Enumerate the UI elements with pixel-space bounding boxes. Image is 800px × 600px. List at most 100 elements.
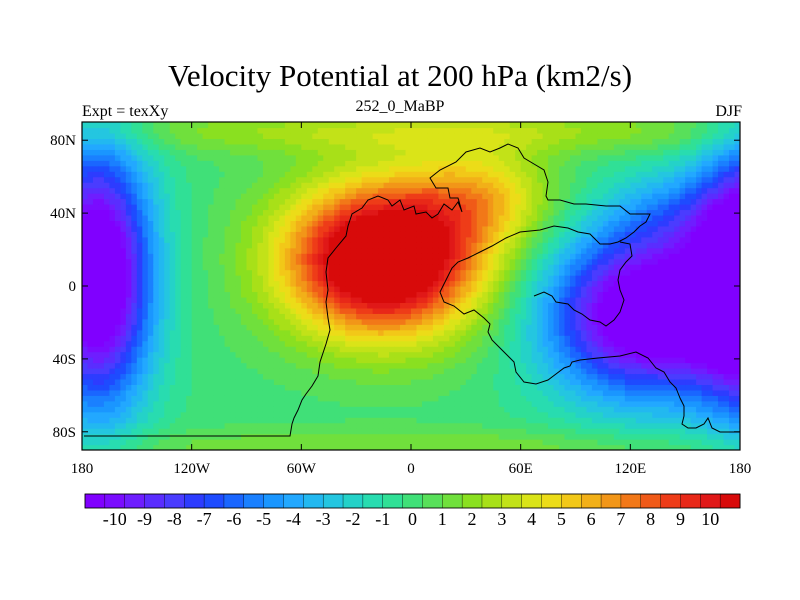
field-cell bbox=[219, 138, 226, 145]
field-cell bbox=[213, 280, 220, 287]
field-cell bbox=[367, 149, 374, 156]
field-cell bbox=[432, 214, 440, 221]
field-cell bbox=[109, 231, 116, 238]
field-cell bbox=[400, 368, 407, 375]
field-cell bbox=[454, 154, 461, 161]
field-cell bbox=[213, 411, 220, 418]
field-cell bbox=[476, 193, 483, 200]
field-cell bbox=[454, 307, 461, 314]
field-cell bbox=[92, 329, 100, 336]
field-cell bbox=[219, 291, 226, 298]
field-cell bbox=[109, 253, 116, 260]
field-cell bbox=[427, 225, 434, 232]
field-cell bbox=[208, 346, 215, 353]
field-cell bbox=[158, 269, 165, 276]
field-cell bbox=[312, 258, 319, 265]
field-cell bbox=[389, 280, 396, 287]
field-cell bbox=[114, 340, 121, 347]
field-cell bbox=[197, 264, 204, 271]
field-cell bbox=[224, 335, 231, 342]
field-cell bbox=[317, 176, 324, 183]
field-cell bbox=[125, 324, 132, 331]
field-cell bbox=[416, 171, 423, 178]
field-cell bbox=[328, 160, 335, 167]
field-cell bbox=[120, 302, 127, 309]
field-cell bbox=[427, 324, 434, 331]
field-cell bbox=[158, 275, 165, 282]
field-cell bbox=[213, 204, 220, 211]
field-cell bbox=[262, 143, 270, 150]
field-cell bbox=[487, 291, 494, 298]
field-cell bbox=[526, 351, 533, 358]
field-cell bbox=[350, 368, 357, 375]
field-cell bbox=[438, 428, 445, 435]
field-cell bbox=[487, 122, 494, 129]
field-cell bbox=[136, 400, 143, 407]
field-cell bbox=[378, 280, 385, 287]
field-cell bbox=[361, 253, 368, 260]
field-cell bbox=[460, 389, 467, 396]
field-cell bbox=[147, 389, 154, 396]
field-cell bbox=[142, 329, 149, 336]
field-cell bbox=[400, 198, 407, 205]
field-cell bbox=[421, 122, 429, 129]
field-cell bbox=[367, 132, 374, 139]
field-cell bbox=[186, 428, 193, 435]
field-cell bbox=[526, 286, 533, 293]
field-cell bbox=[213, 346, 220, 353]
field-cell bbox=[208, 154, 215, 161]
field-cell bbox=[345, 132, 352, 139]
field-cell bbox=[131, 417, 138, 424]
field-cell bbox=[290, 357, 297, 364]
field-cell bbox=[125, 389, 132, 396]
field-cell bbox=[356, 236, 363, 243]
field-cell bbox=[235, 296, 242, 303]
field-cell bbox=[493, 357, 500, 364]
field-cell bbox=[306, 182, 313, 189]
field-cell bbox=[509, 286, 516, 293]
field-cell bbox=[312, 318, 319, 325]
field-cell bbox=[356, 357, 363, 364]
field-cell bbox=[290, 253, 297, 260]
field-cell bbox=[175, 428, 182, 435]
field-cell bbox=[290, 433, 297, 440]
field-cell bbox=[131, 242, 138, 249]
field-cell bbox=[175, 280, 182, 287]
field-cell bbox=[92, 378, 100, 385]
field-cell bbox=[443, 302, 450, 309]
field-cell bbox=[460, 275, 467, 282]
field-cell bbox=[103, 329, 111, 336]
field-cell bbox=[454, 444, 461, 450]
field-cell bbox=[345, 417, 352, 424]
field-cell bbox=[432, 406, 440, 413]
field-cell bbox=[180, 269, 187, 276]
field-cell bbox=[383, 313, 390, 320]
field-cell bbox=[427, 368, 434, 375]
field-cell bbox=[356, 318, 363, 325]
field-cell bbox=[438, 439, 445, 446]
field-cell bbox=[246, 160, 253, 167]
field-cell bbox=[235, 286, 242, 293]
field-cell bbox=[180, 198, 187, 205]
field-cell bbox=[421, 143, 429, 150]
field-cell bbox=[421, 378, 429, 385]
field-cell bbox=[498, 329, 505, 336]
field-cell bbox=[454, 122, 461, 129]
field-cell bbox=[465, 122, 472, 129]
field-cell bbox=[449, 286, 456, 293]
field-cell bbox=[411, 209, 418, 216]
field-cell bbox=[235, 143, 242, 150]
field-cell bbox=[125, 368, 132, 375]
field-cell bbox=[323, 127, 330, 134]
field-cell bbox=[219, 313, 226, 320]
field-cell bbox=[443, 127, 450, 134]
field-cell bbox=[279, 411, 286, 418]
field-cell bbox=[125, 378, 132, 385]
field-cell bbox=[251, 373, 259, 380]
field-cell bbox=[378, 247, 385, 254]
field-cell bbox=[131, 444, 138, 450]
field-cell bbox=[394, 122, 401, 129]
field-cell bbox=[356, 444, 363, 450]
field-cell bbox=[224, 138, 231, 145]
field-cell bbox=[290, 132, 297, 139]
